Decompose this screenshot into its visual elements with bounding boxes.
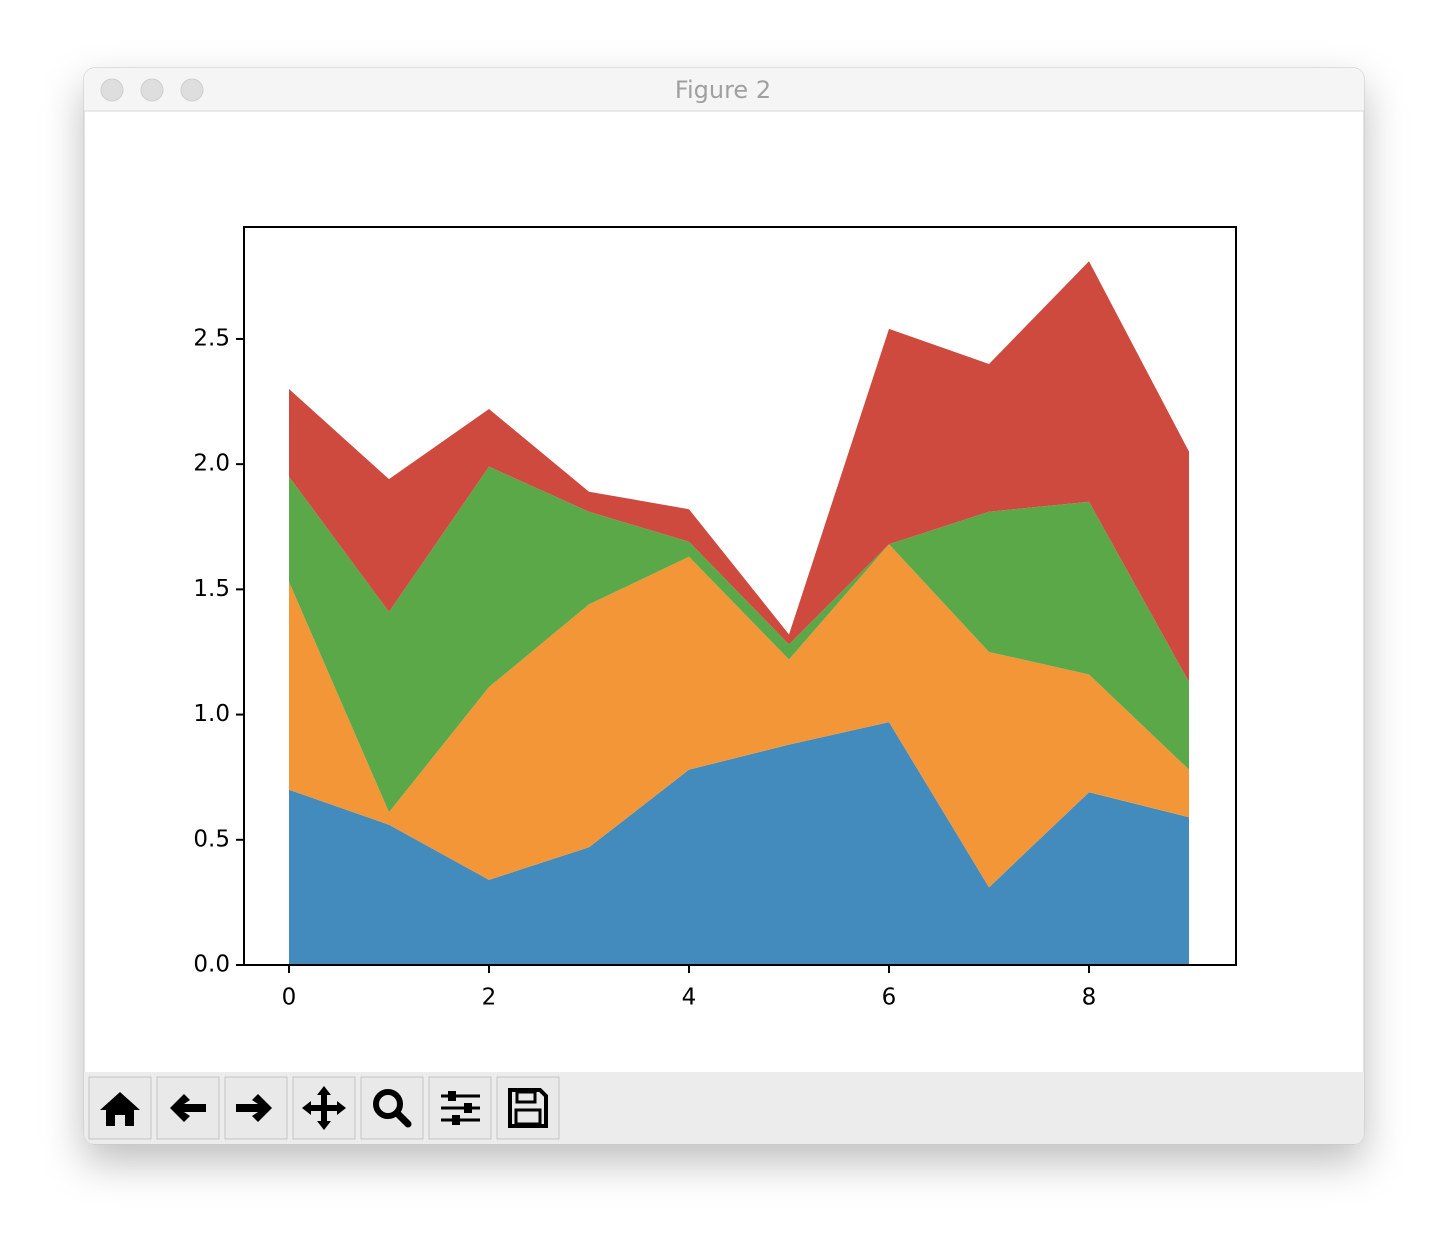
minimize-button[interactable] <box>140 78 164 102</box>
x-tick-label: 8 <box>1082 985 1097 1011</box>
home-icon <box>100 1092 140 1126</box>
zoom-tool-button[interactable] <box>360 1076 424 1140</box>
save-button[interactable] <box>496 1076 560 1140</box>
toolbar-icons <box>100 1086 548 1130</box>
zoom-button[interactable] <box>180 78 204 102</box>
y-tick-label: 1.0 <box>193 701 230 727</box>
save-icon-shutter <box>515 1090 537 1104</box>
area <box>289 261 1189 683</box>
x-tick-label: 2 <box>482 985 497 1011</box>
configure-icon <box>441 1094 480 1122</box>
area <box>289 722 1189 965</box>
zoom-icon <box>373 1089 403 1119</box>
slider-knob <box>464 1103 472 1113</box>
zoom-icon-handle <box>393 1109 412 1128</box>
x-tick-label: 6 <box>882 985 897 1011</box>
y-tick-label: 2.5 <box>193 325 230 351</box>
area <box>289 544 1189 888</box>
plot: 0.0 0.5 1.0 1.5 2.0 2.5 0 2 4 6 8 <box>193 261 1189 1011</box>
close-button[interactable] <box>100 78 124 102</box>
slider-knob <box>452 1115 460 1125</box>
forward-icon <box>236 1094 272 1122</box>
y-tick-label: 1.5 <box>193 576 230 602</box>
axes-frame <box>243 226 1237 966</box>
back-icon <box>170 1094 206 1122</box>
x-tick-label: 0 <box>282 985 297 1011</box>
save-icon-label <box>514 1108 542 1126</box>
title-bar <box>84 68 1364 111</box>
y-tick-label: 0.0 <box>193 952 230 978</box>
pan-icon <box>302 1086 346 1130</box>
area <box>289 466 1189 813</box>
window-title: Figure 2 <box>675 76 771 104</box>
save-icon <box>508 1088 548 1128</box>
x-tick-label: 4 <box>682 985 697 1011</box>
slider-knob <box>448 1091 456 1101</box>
y-tick-label: 2.0 <box>193 451 230 477</box>
y-tick-label: 0.5 <box>193 826 230 852</box>
